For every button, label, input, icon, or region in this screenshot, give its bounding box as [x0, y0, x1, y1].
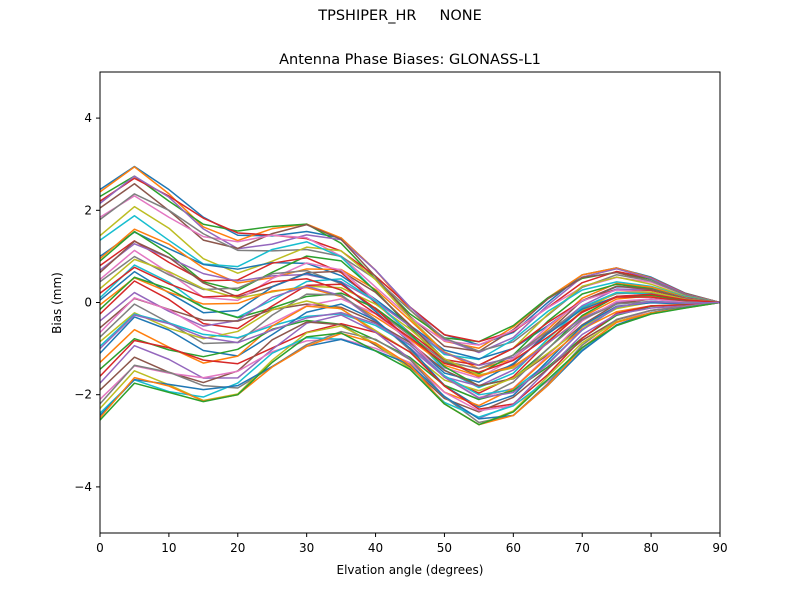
series-line	[99, 240, 721, 378]
figure-suptitle: TPSHIPER_HR NONE	[318, 8, 482, 24]
y-tick-label: −4	[74, 480, 92, 494]
x-tick-label: 20	[230, 541, 245, 555]
series-line	[99, 228, 721, 370]
series-line	[99, 255, 721, 370]
series-line	[99, 293, 721, 401]
series-line	[99, 277, 721, 377]
x-tick-label: 70	[575, 541, 590, 555]
x-tick-label: 50	[437, 541, 452, 555]
y-tick-label: −2	[74, 388, 92, 402]
x-tick-label: 30	[299, 541, 314, 555]
series-line	[99, 301, 721, 410]
x-axis-label: Elvation angle (degrees)	[337, 563, 484, 577]
x-tick-label: 0	[96, 541, 104, 555]
series-line	[99, 301, 721, 424]
y-axis-label: Bias (mm)	[50, 272, 64, 334]
y-tick-label: 4	[84, 111, 92, 125]
series-line	[99, 205, 721, 367]
x-tick-label: 40	[368, 541, 383, 555]
y-ticks-group: −4 −2 0 2 4	[74, 111, 100, 494]
series-line	[99, 297, 721, 399]
series-lines-group	[99, 165, 721, 426]
series-line	[99, 301, 721, 401]
x-tick-label: 80	[643, 541, 658, 555]
x-ticks-group: 0 10 20 30 40 50 60 70 80 90	[96, 533, 728, 555]
series-line	[99, 243, 721, 367]
series-line	[99, 193, 721, 352]
series-line	[99, 230, 721, 375]
series-line	[99, 300, 721, 399]
y-tick-label: 2	[84, 203, 92, 217]
chart-title: Antenna Phase Biases: GLONASS-L1	[279, 52, 541, 68]
x-tick-label: 60	[506, 541, 521, 555]
series-line	[99, 266, 721, 373]
x-tick-label: 10	[161, 541, 176, 555]
x-tick-label: 90	[712, 541, 727, 555]
series-line	[99, 175, 721, 354]
series-line	[99, 183, 721, 353]
y-tick-label: 0	[84, 296, 92, 310]
series-line	[99, 301, 721, 426]
